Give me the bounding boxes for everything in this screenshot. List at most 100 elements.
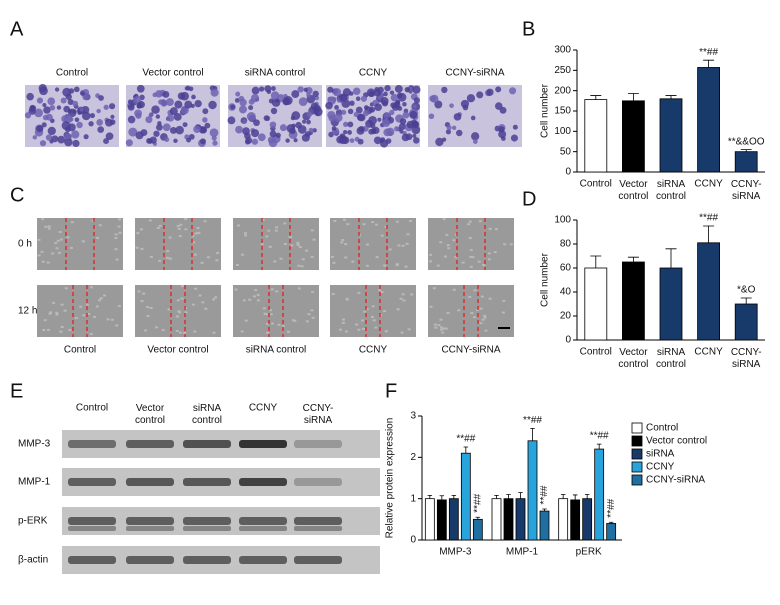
band — [183, 478, 231, 486]
band — [68, 440, 116, 448]
cell — [413, 137, 420, 144]
texture — [444, 327, 448, 330]
cell — [251, 86, 260, 95]
texture — [66, 236, 70, 239]
texture — [87, 312, 91, 315]
row-label: p-ERK — [18, 516, 48, 527]
texture — [383, 310, 387, 313]
cell — [199, 138, 206, 145]
scratch-image — [330, 218, 416, 270]
texture — [98, 224, 102, 227]
error-bar — [596, 443, 602, 450]
cell — [185, 85, 191, 91]
cell — [72, 139, 80, 148]
y-tick-label: 80 — [560, 239, 572, 250]
texture — [476, 309, 480, 312]
texture — [244, 234, 248, 237]
panel-letter: F — [385, 380, 397, 402]
error-bar — [475, 516, 481, 520]
legend-label: Vector control — [646, 436, 707, 447]
cell — [145, 116, 153, 124]
cell — [394, 84, 403, 93]
texture — [331, 293, 335, 296]
texture — [55, 247, 59, 250]
x-tick-label: MMP-1 — [506, 547, 539, 558]
cell — [362, 110, 369, 117]
y-tick-label: 3 — [410, 411, 416, 422]
texture — [483, 314, 487, 317]
cell — [446, 125, 452, 131]
texture — [341, 321, 345, 324]
error-bar — [584, 494, 590, 499]
y-tick-label: 300 — [554, 45, 571, 56]
band — [239, 517, 287, 525]
texture — [297, 287, 301, 290]
texture — [372, 319, 376, 322]
x-tick-label: CCNY — [694, 347, 723, 358]
texture — [252, 295, 256, 298]
texture — [256, 299, 260, 302]
cell — [29, 104, 36, 111]
cell — [96, 108, 101, 114]
cell — [381, 118, 391, 128]
texture — [89, 332, 93, 335]
cell — [486, 88, 494, 96]
band — [68, 526, 116, 531]
texture — [158, 224, 162, 227]
cell — [434, 100, 443, 109]
texture — [60, 326, 64, 329]
cell — [373, 136, 382, 145]
cell — [238, 95, 245, 102]
texture — [235, 263, 239, 266]
texture — [54, 242, 58, 245]
cell — [136, 84, 145, 93]
texture — [55, 313, 59, 316]
cell — [34, 108, 44, 118]
band — [126, 526, 174, 531]
texture — [443, 255, 447, 258]
cell — [380, 97, 389, 105]
cell — [384, 84, 391, 92]
column-label: Vector control — [147, 345, 208, 356]
cell — [455, 129, 463, 137]
texture — [37, 254, 41, 257]
cell — [202, 117, 208, 123]
y-axis-label: Cell number — [540, 83, 551, 138]
texture — [344, 256, 348, 259]
cell — [471, 132, 480, 141]
texture — [374, 326, 378, 329]
cell — [109, 119, 116, 125]
scratch-image — [330, 285, 416, 337]
texture — [310, 255, 314, 258]
texture — [333, 220, 337, 223]
legend-label: CCNY-siRNA — [646, 475, 705, 486]
x-tick-label: MMP-3 — [439, 547, 472, 558]
x-tick-label: CCNY-siRNA — [731, 179, 762, 202]
x-tick-label: siRNA control — [656, 347, 686, 370]
texture — [396, 308, 400, 311]
bar — [606, 523, 617, 541]
texture — [70, 221, 74, 224]
band — [294, 556, 342, 564]
texture — [479, 322, 483, 325]
texture — [158, 259, 162, 262]
texture — [179, 223, 183, 226]
texture — [56, 239, 60, 242]
texture — [142, 292, 146, 295]
texture — [48, 312, 52, 315]
cell — [389, 90, 395, 95]
cell — [175, 125, 184, 135]
texture — [200, 261, 204, 264]
texture — [89, 286, 93, 289]
cell — [155, 124, 163, 131]
cell — [38, 84, 47, 93]
cell — [358, 125, 365, 133]
cell — [137, 101, 145, 109]
texture — [161, 329, 165, 332]
texture — [473, 316, 477, 319]
texture — [82, 314, 86, 317]
texture — [407, 328, 411, 331]
cell — [377, 86, 384, 94]
cell — [105, 132, 114, 141]
column-label: Control — [56, 68, 88, 79]
